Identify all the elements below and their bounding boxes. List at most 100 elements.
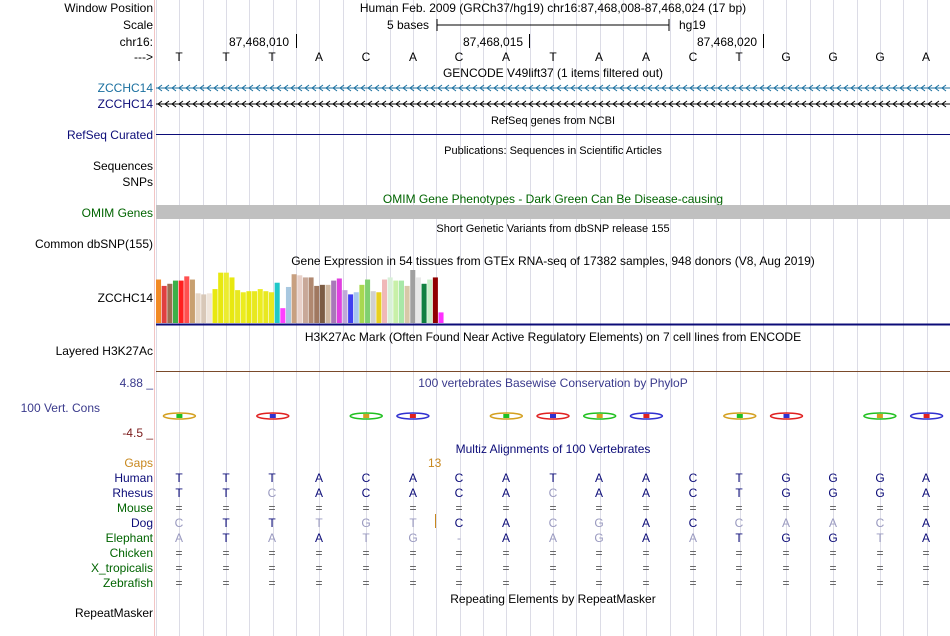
gtex-tissue-bar[interactable]: [178, 280, 184, 323]
gtex-tissue-bar[interactable]: [297, 275, 303, 323]
reference-base: T: [549, 50, 557, 64]
gtex-tissue-bar[interactable]: [212, 289, 218, 323]
species-label[interactable]: Mouse: [116, 501, 153, 515]
gtex-tissue-bar[interactable]: [257, 289, 263, 323]
gtex-tissue-bar[interactable]: [325, 284, 331, 323]
strand-arrow: [871, 84, 877, 92]
sequences-label[interactable]: Sequences: [92, 159, 153, 173]
common-dbsnp-label[interactable]: Common dbSNP(155): [34, 237, 153, 251]
alignment-base: T: [222, 486, 230, 500]
gtex-tissue-bar[interactable]: [201, 294, 207, 323]
gencode-gene-label[interactable]: ZCCHC14: [97, 81, 153, 95]
gtex-tissue-bar[interactable]: [206, 293, 212, 323]
gtex-tissue-bar[interactable]: [376, 292, 382, 323]
gtex-tissue-bar[interactable]: [172, 280, 178, 323]
conservation-logo-mark: [909, 412, 944, 420]
strand-arrow: [682, 100, 688, 108]
gtex-tissue-bar[interactable]: [280, 308, 286, 323]
gtex-tissue-bar[interactable]: [438, 312, 444, 323]
strand-arrow: [836, 100, 842, 108]
gtex-tissue-bar[interactable]: [308, 277, 314, 323]
gtex-tissue-bar[interactable]: [336, 278, 342, 323]
gtex-tissue-bar[interactable]: [184, 276, 190, 323]
refseq-curated-label[interactable]: RefSeq Curated: [66, 128, 153, 142]
omim-genes-label[interactable]: OMIM Genes: [81, 206, 153, 220]
gtex-tissue-bar[interactable]: [189, 279, 195, 323]
gtex-tissue-bar[interactable]: [331, 280, 337, 323]
gtex-tissue-bar[interactable]: [398, 280, 404, 323]
species-label[interactable]: Dog: [130, 516, 153, 530]
strand-arrow: [710, 84, 716, 92]
strand-arrow: [822, 84, 828, 92]
gtex-tissue-bar[interactable]: [387, 277, 393, 323]
gtex-tissue-bar[interactable]: [229, 277, 235, 323]
alignment-base: =: [549, 576, 557, 590]
gencode-gene-feature[interactable]: [156, 97, 950, 111]
species-label[interactable]: Elephant: [105, 531, 153, 545]
gtex-tissue-bar[interactable]: [365, 279, 371, 323]
gtex-tissue-bar[interactable]: [274, 282, 280, 323]
strand-arrow: [388, 100, 394, 108]
gtex-tissue-bar[interactable]: [269, 292, 275, 323]
gencode-gene-feature[interactable]: [156, 81, 950, 95]
gtex-tissue-bar[interactable]: [370, 291, 376, 323]
gtex-expression-chart[interactable]: [156, 268, 950, 326]
strand-arrow: [717, 100, 723, 108]
gtex-tissue-bar[interactable]: [410, 270, 416, 323]
gtex-tissue-bar[interactable]: [263, 291, 269, 323]
gtex-tissue-bar[interactable]: [167, 283, 173, 323]
repeatmasker-label[interactable]: RepeatMasker: [74, 606, 153, 620]
gtex-tissue-bar[interactable]: [421, 283, 427, 323]
gtex-tissue-bar[interactable]: [432, 277, 438, 323]
gtex-tissue-bar[interactable]: [246, 291, 252, 323]
alignment-base: =: [922, 546, 930, 560]
gtex-tissue-bar[interactable]: [195, 293, 201, 323]
species-label[interactable]: Zebrafish: [102, 576, 153, 590]
gtex-tissue-bar[interactable]: [252, 291, 258, 323]
snps-label[interactable]: SNPs: [122, 175, 153, 189]
gaps-label[interactable]: Gaps: [124, 456, 153, 470]
phylop-track-label[interactable]: 100 Vert. Cons: [20, 401, 100, 415]
gtex-tissue-bar[interactable]: [382, 279, 388, 323]
conservation-logo-mark: [162, 412, 197, 420]
gtex-tissue-bar[interactable]: [314, 285, 320, 323]
species-label[interactable]: Chicken: [109, 546, 153, 560]
gtex-tissue-bar[interactable]: [404, 285, 410, 323]
strand-arrow: [164, 100, 170, 108]
species-label[interactable]: X_tropicalis: [90, 561, 153, 575]
gtex-tissue-bar[interactable]: [359, 284, 365, 323]
gtex-tissue-bar[interactable]: [156, 279, 162, 323]
strand-arrow: [388, 84, 394, 92]
alignment-base: =: [689, 576, 697, 590]
strand-arrow: [703, 84, 709, 92]
species-label[interactable]: Rhesus: [112, 486, 153, 500]
strand-arrow: [206, 100, 212, 108]
alignment-base: =: [222, 546, 230, 560]
gtex-tissue-bar[interactable]: [223, 272, 229, 323]
gtex-tissue-bar[interactable]: [291, 274, 297, 323]
gtex-tissue-bar[interactable]: [348, 294, 354, 323]
gtex-tissue-bar[interactable]: [285, 286, 291, 323]
gtex-tissue-bar[interactable]: [353, 292, 359, 323]
omim-gene-feature[interactable]: [156, 205, 950, 219]
gtex-tissue-bar[interactable]: [218, 272, 224, 323]
alignment-base: =: [782, 546, 790, 560]
gtex-tissue-bar[interactable]: [415, 277, 421, 323]
strand-arrow: [752, 84, 758, 92]
gtex-tissue-bar[interactable]: [427, 279, 433, 323]
layered-h3k27ac-label[interactable]: Layered H3K27Ac: [55, 344, 153, 358]
gtex-tissue-bar[interactable]: [240, 292, 246, 323]
species-label[interactable]: Human: [114, 471, 153, 485]
gtex-tissue-bar[interactable]: [342, 290, 348, 323]
gtex-gene-label[interactable]: ZCCHC14: [97, 291, 153, 305]
gtex-tissue-bar[interactable]: [319, 284, 325, 323]
gencode-gene-label[interactable]: ZCCHC14: [97, 97, 153, 111]
refseq-gene-feature[interactable]: [156, 134, 950, 135]
alignment-base: T: [315, 516, 323, 530]
gtex-tissue-bar[interactable]: [235, 290, 241, 323]
strand-arrow: [745, 100, 751, 108]
gtex-tissue-bar[interactable]: [302, 277, 308, 323]
gtex-tissue-bar[interactable]: [161, 285, 167, 323]
gtex-tissue-bar[interactable]: [393, 280, 399, 323]
